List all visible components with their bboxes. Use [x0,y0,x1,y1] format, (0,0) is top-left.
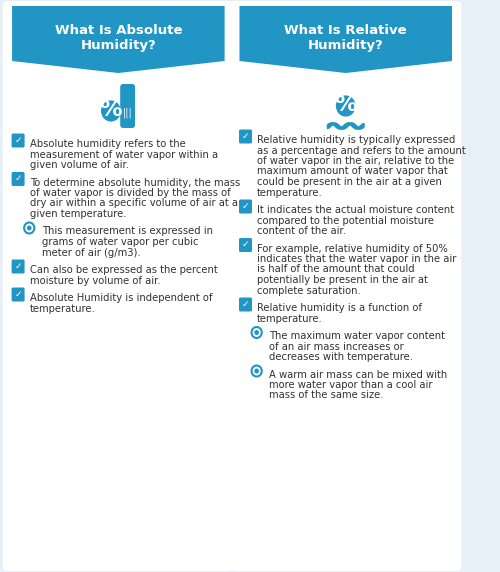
Text: of an air mass increases or: of an air mass increases or [269,341,404,352]
Text: Absolute Humidity is independent of: Absolute Humidity is independent of [30,293,212,303]
Text: |||: ||| [122,108,132,118]
Text: What Is Relative
Humidity?: What Is Relative Humidity? [284,23,407,51]
Text: Can also be expressed as the percent: Can also be expressed as the percent [30,265,218,275]
Text: ✓: ✓ [14,174,22,183]
Circle shape [102,101,120,121]
FancyBboxPatch shape [239,238,252,252]
FancyBboxPatch shape [3,1,234,571]
Text: %: % [334,95,357,115]
Text: ✓: ✓ [14,261,22,271]
Text: could be present in the air at a given: could be present in the air at a given [257,177,442,187]
Polygon shape [240,6,452,73]
Text: moisture by volume of air.: moisture by volume of air. [30,276,160,285]
Text: Relative humidity is a function of: Relative humidity is a function of [257,303,422,313]
Text: To determine absolute humidity, the mass: To determine absolute humidity, the mass [30,177,240,188]
Text: dry air within a specific volume of air at a: dry air within a specific volume of air … [30,198,238,209]
Text: mass of the same size.: mass of the same size. [269,391,384,400]
Text: decreases with temperature.: decreases with temperature. [269,352,413,362]
Text: of water vapor is divided by the mass of: of water vapor is divided by the mass of [30,188,230,198]
Polygon shape [346,82,355,116]
Circle shape [24,223,34,233]
Text: %: % [100,100,122,120]
Text: potentially be present in the air at: potentially be present in the air at [257,275,428,285]
Text: A warm air mass can be mixed with: A warm air mass can be mixed with [269,370,448,379]
FancyBboxPatch shape [239,297,252,312]
Text: This measurement is expressed in: This measurement is expressed in [42,227,213,236]
Text: of water vapor in the air, relative to the: of water vapor in the air, relative to t… [257,156,454,166]
FancyBboxPatch shape [12,260,24,273]
FancyBboxPatch shape [12,133,24,148]
Circle shape [27,225,32,231]
Text: temperature.: temperature. [257,188,323,197]
Text: more water vapor than a cool air: more water vapor than a cool air [269,380,432,390]
Text: temperature.: temperature. [30,304,96,313]
FancyBboxPatch shape [12,172,24,186]
Text: The maximum water vapor content: The maximum water vapor content [269,331,445,341]
FancyBboxPatch shape [239,129,252,144]
Text: What Is Absolute
Humidity?: What Is Absolute Humidity? [54,23,182,51]
Circle shape [336,96,355,116]
Text: is half of the amount that could: is half of the amount that could [257,264,414,275]
Text: ✓: ✓ [14,289,22,299]
FancyBboxPatch shape [230,1,462,571]
Circle shape [254,330,259,335]
Text: For example, relative humidity of 50%: For example, relative humidity of 50% [257,244,448,253]
FancyBboxPatch shape [12,288,24,301]
Circle shape [252,366,262,376]
Text: ✓: ✓ [242,300,249,308]
Text: ✓: ✓ [242,132,249,141]
FancyBboxPatch shape [120,84,135,128]
Circle shape [252,327,262,338]
Text: meter of air (g/m3).: meter of air (g/m3). [42,248,140,257]
FancyBboxPatch shape [239,200,252,213]
Text: maximum amount of water vapor that: maximum amount of water vapor that [257,166,448,177]
Polygon shape [111,87,120,121]
Text: It indicates the actual moisture content: It indicates the actual moisture content [257,205,454,215]
Text: given volume of air.: given volume of air. [30,160,128,170]
Text: measurement of water vapor within a: measurement of water vapor within a [30,149,218,160]
Text: temperature.: temperature. [257,313,323,324]
Text: ✓: ✓ [242,201,249,210]
Text: complete saturation.: complete saturation. [257,285,361,296]
Text: as a percentage and refers to the amount: as a percentage and refers to the amount [257,145,466,156]
Text: ✓: ✓ [242,240,249,249]
Text: grams of water vapor per cubic: grams of water vapor per cubic [42,237,198,247]
Text: given temperature.: given temperature. [30,209,126,219]
Text: indicates that the water vapor in the air: indicates that the water vapor in the ai… [257,254,456,264]
Text: Relative humidity is typically expressed: Relative humidity is typically expressed [257,135,456,145]
Text: ✓: ✓ [14,136,22,145]
Text: compared to the potential moisture: compared to the potential moisture [257,216,434,225]
Polygon shape [12,6,224,73]
Text: content of the air.: content of the air. [257,226,346,236]
Circle shape [254,368,259,374]
Text: Absolute humidity refers to the: Absolute humidity refers to the [30,139,186,149]
